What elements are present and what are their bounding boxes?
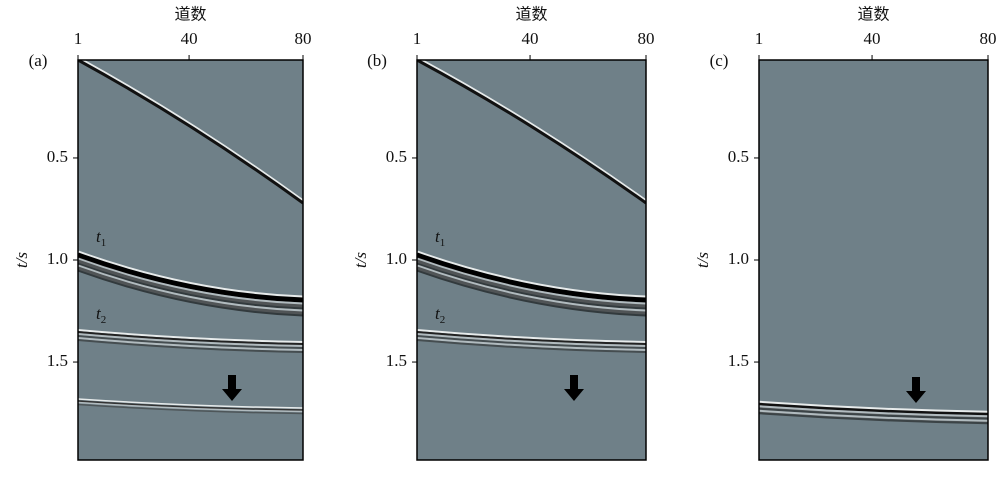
x-tick-label: 1 <box>413 29 422 48</box>
events <box>78 60 303 415</box>
arrow <box>222 375 242 401</box>
event <box>417 252 646 303</box>
event <box>78 60 303 205</box>
event <box>759 402 988 416</box>
y-tick-label: 1.5 <box>728 351 749 370</box>
annotation: t2 <box>96 304 106 326</box>
annotation-text: t <box>435 304 441 323</box>
events <box>417 60 646 353</box>
event <box>78 403 303 415</box>
event-white <box>78 329 303 343</box>
annotation-text: t <box>96 304 102 323</box>
seismic-panel <box>759 60 988 460</box>
event-white <box>78 398 303 409</box>
x-tick-label: 40 <box>181 29 198 48</box>
x-tick-label: 1 <box>74 29 83 48</box>
panel-label: (b) <box>367 51 387 70</box>
event <box>78 331 303 345</box>
panel-label: (c) <box>710 51 729 70</box>
event <box>417 335 646 349</box>
x-tick-label: 40 <box>522 29 539 48</box>
y-tick-label: 1.0 <box>47 249 68 268</box>
event <box>78 259 303 310</box>
event-white <box>78 333 303 347</box>
x-axis-label: 道数 <box>857 5 889 24</box>
y-tick-label: 0.5 <box>728 147 749 166</box>
annotation-text: t <box>435 227 441 246</box>
y-axis-label: t/s <box>12 252 31 268</box>
x-axis-label: 道数 <box>515 5 547 24</box>
event <box>759 411 988 425</box>
x-tick-label: 80 <box>638 29 655 48</box>
seismic-panel <box>417 60 646 460</box>
annotation: t1 <box>96 227 106 249</box>
event <box>78 266 303 317</box>
annotation-sub: 1 <box>440 237 446 249</box>
seismic-panel <box>78 60 303 460</box>
events <box>759 400 988 425</box>
panel-label: (a) <box>29 51 48 70</box>
annotation: t2 <box>435 304 445 326</box>
event-white <box>417 329 646 343</box>
event <box>417 259 646 310</box>
event-white <box>417 60 646 203</box>
y-tick-label: 1.5 <box>47 351 68 370</box>
event-white <box>78 337 303 351</box>
event-white <box>759 400 988 414</box>
y-axis-label: t/s <box>351 252 370 268</box>
event <box>78 252 303 303</box>
arrow <box>564 375 584 401</box>
event-white <box>759 409 988 423</box>
annotation: t1 <box>435 227 445 249</box>
x-tick-label: 1 <box>755 29 764 48</box>
event <box>417 339 646 353</box>
x-tick-label: 80 <box>980 29 997 48</box>
event <box>78 339 303 353</box>
event <box>759 407 988 420</box>
event <box>417 60 646 205</box>
event <box>417 266 646 317</box>
event-white <box>78 401 303 413</box>
event-white <box>417 333 646 347</box>
y-tick-label: 1.0 <box>728 249 749 268</box>
event <box>78 335 303 349</box>
y-axis-label: t/s <box>693 252 712 268</box>
y-tick-label: 0.5 <box>386 147 407 166</box>
x-tick-label: 80 <box>295 29 312 48</box>
annotation-sub: 2 <box>101 314 107 326</box>
arrow <box>906 377 926 403</box>
annotation-sub: 2 <box>440 314 446 326</box>
annotation-sub: 1 <box>101 237 107 249</box>
x-axis-label: 道数 <box>174 5 206 24</box>
event-white <box>759 405 988 418</box>
event <box>417 331 646 345</box>
event <box>78 400 303 411</box>
y-tick-label: 0.5 <box>47 147 68 166</box>
event-white <box>78 60 303 203</box>
event-white <box>417 337 646 351</box>
y-tick-label: 1.5 <box>386 351 407 370</box>
x-tick-label: 40 <box>864 29 881 48</box>
annotation-text: t <box>96 227 102 246</box>
y-tick-label: 1.0 <box>386 249 407 268</box>
